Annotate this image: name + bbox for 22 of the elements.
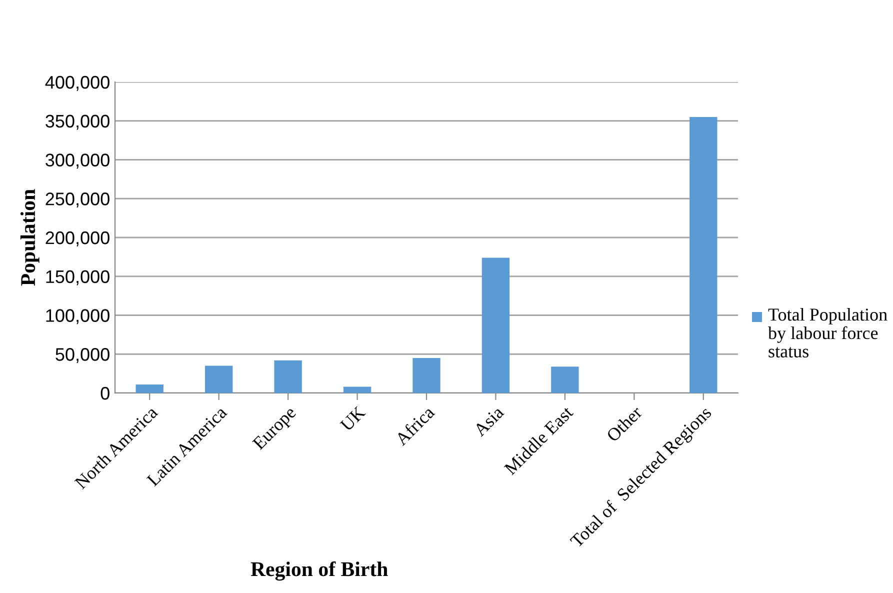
bar (136, 384, 164, 393)
bar (690, 116, 718, 393)
y-axis-title: Population (20, 189, 40, 286)
bar (274, 360, 302, 393)
x-tick-label: UK (340, 405, 366, 432)
bar (204, 366, 233, 393)
x-axis-title: Region of Birth (250, 561, 388, 581)
y-tick-label: 100,000 (46, 309, 110, 324)
bar (482, 258, 510, 393)
y-tick-label: 400,000 (45, 76, 110, 91)
x-tick-label: Asia (472, 405, 505, 438)
bar (551, 366, 579, 393)
bar (412, 358, 440, 393)
y-tick-label: 0 (100, 386, 110, 400)
y-tick-label: 50,000 (56, 348, 110, 363)
y-tick-label: 150,000 (46, 270, 110, 286)
legend-label: Total Population by labour force status (768, 308, 888, 358)
bar (343, 386, 372, 393)
y-tick-label: 200,000 (46, 231, 110, 246)
y-tick-label: 350,000 (46, 114, 110, 130)
y-tick-label: 250,000 (46, 192, 110, 208)
y-tick-label: 300,000 (46, 154, 110, 169)
